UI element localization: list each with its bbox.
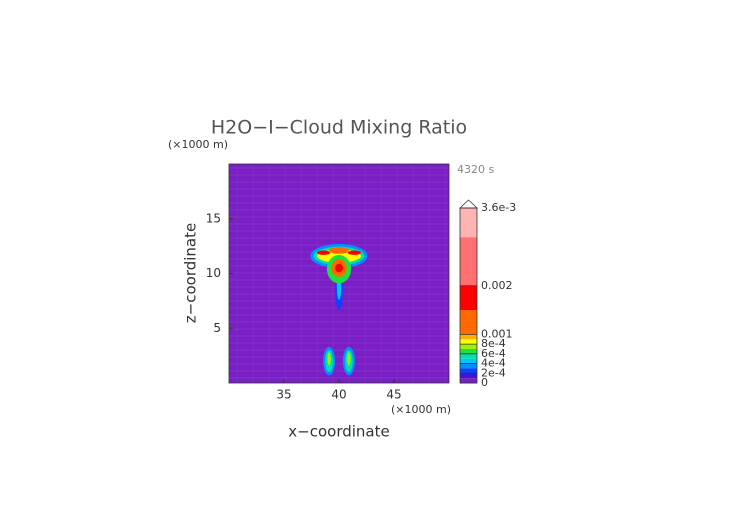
colorbar-band <box>460 334 477 340</box>
time-label: 4320 s <box>457 163 494 176</box>
x-unit: (×1000 m) <box>391 403 451 416</box>
colorbar-tick-label: 6e-4 <box>481 347 506 360</box>
colorbar-band <box>460 363 477 369</box>
colorbar-arrow <box>458 199 479 209</box>
colorbar-tick-label: 8e-4 <box>481 337 506 350</box>
colorbar-tick-label: 0 <box>481 376 488 389</box>
colorbar-band <box>460 339 477 345</box>
colorbar-band <box>460 310 477 335</box>
x-tick-label: 45 <box>386 388 401 402</box>
colorbar-tick-label: 2e-4 <box>481 366 506 379</box>
y-tick-label: 10 <box>206 266 221 280</box>
colorbar-tick-label: 4e-4 <box>481 357 506 370</box>
contour-region <box>335 263 343 273</box>
x-axis-label: x−coordinate <box>288 423 389 441</box>
colorbar-band <box>460 237 477 286</box>
contour-region <box>347 352 351 366</box>
chart-title: H2O−I−Cloud Mixing Ratio <box>211 117 467 139</box>
colorbar-tick-label: 3.6e-3 <box>481 201 516 214</box>
colorbar-tick-label: 0.001 <box>481 327 513 340</box>
y-tick-label: 5 <box>213 321 221 335</box>
colorbar-band <box>460 373 477 379</box>
colorbar-band <box>460 344 477 349</box>
contour-region <box>317 250 331 255</box>
colorbar-band <box>460 378 477 383</box>
contour-region <box>329 247 349 254</box>
y-axis-label: z−coordinate <box>182 223 200 323</box>
colorbar-band <box>460 285 477 311</box>
colorbar-band <box>460 358 477 364</box>
colorbar-tick-label: 0.002 <box>481 279 513 292</box>
y-unit: (×1000 m) <box>168 138 228 151</box>
colorbar-band <box>460 368 477 374</box>
x-tick-label: 35 <box>276 388 291 402</box>
contour-region <box>327 352 331 366</box>
contour-region <box>347 250 361 255</box>
colorbar-band <box>460 208 477 238</box>
y-tick-label: 15 <box>206 211 221 225</box>
x-tick-label: 40 <box>331 388 346 402</box>
colorbar-band <box>460 348 477 354</box>
field <box>310 243 368 376</box>
colorbar-band <box>460 353 477 359</box>
